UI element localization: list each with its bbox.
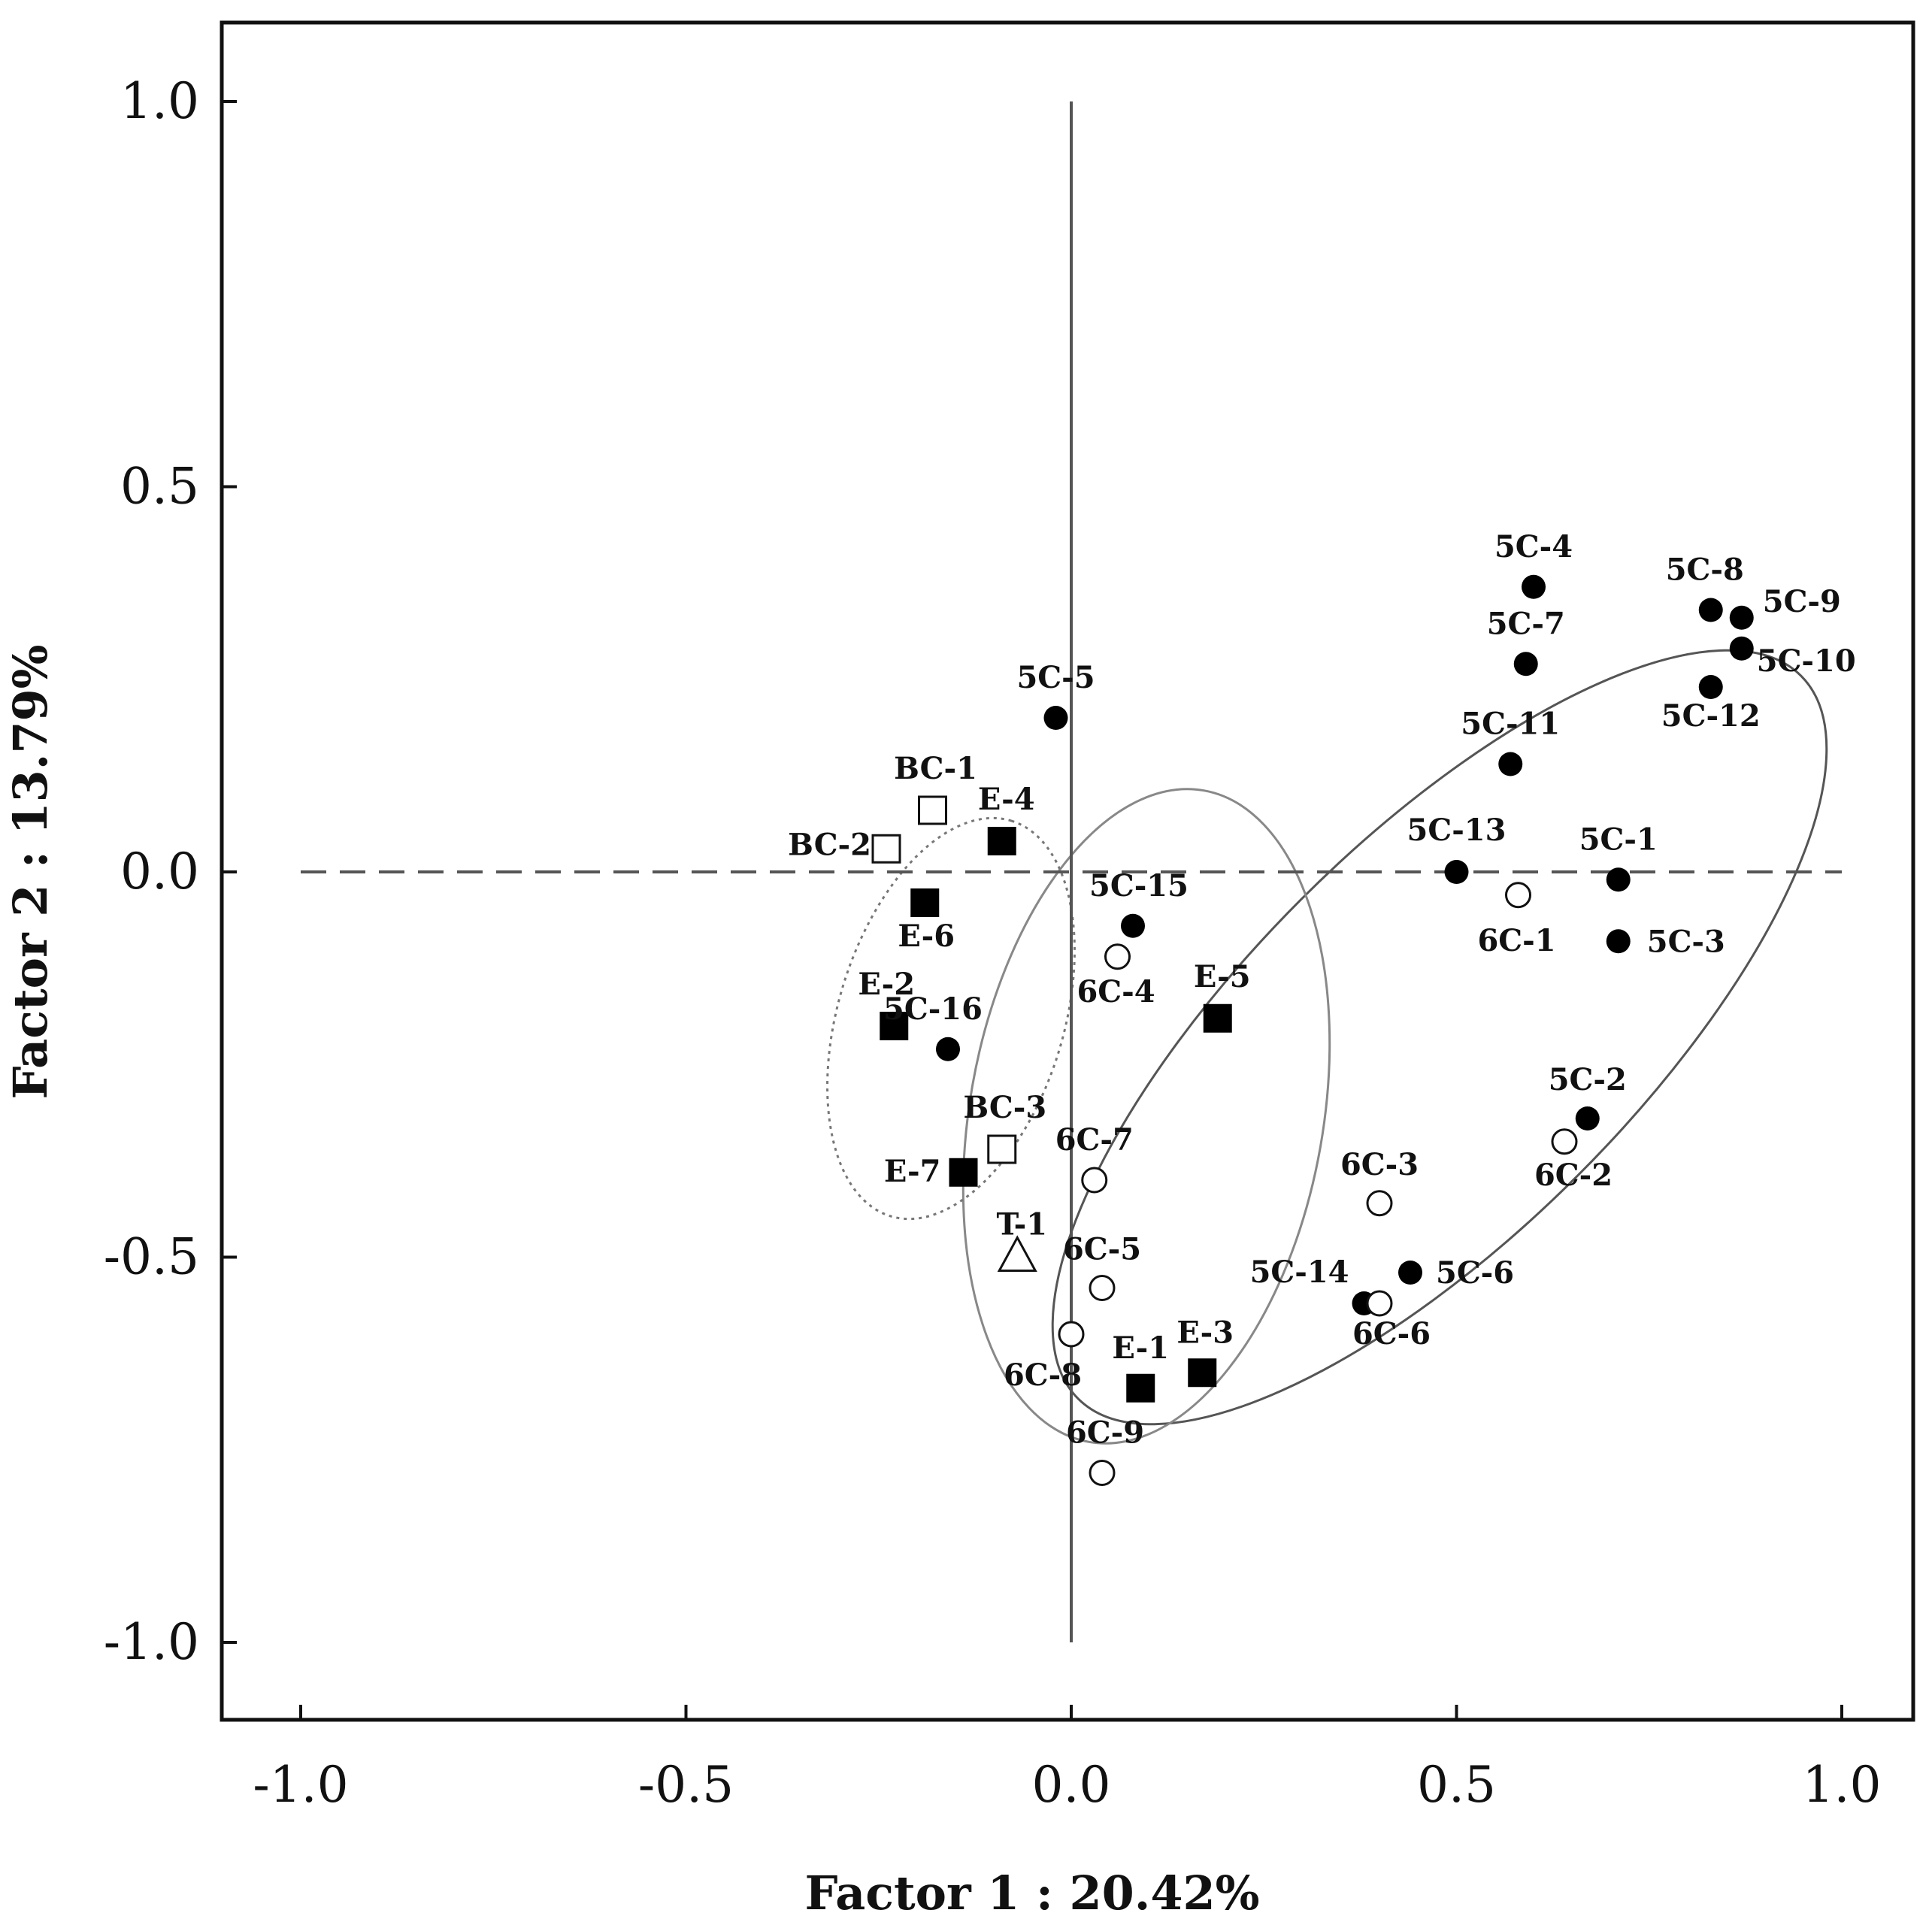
- point-label: BC-2: [788, 827, 871, 862]
- filled-circle-point: [1498, 752, 1523, 776]
- y-tick-label: -1.0: [104, 1613, 199, 1671]
- point-label: 5C-1: [1579, 822, 1658, 857]
- point-label: 5C-12: [1661, 698, 1761, 734]
- filled-circle-point: [936, 1037, 960, 1061]
- open-square-point: [871, 834, 901, 864]
- open-circle-point: [1551, 1128, 1578, 1155]
- point-label: 6C-2: [1534, 1158, 1613, 1193]
- ellipse-e: [961, 788, 1331, 1445]
- point-label: 6C-6: [1352, 1316, 1431, 1351]
- filled-square-point: [880, 1012, 909, 1040]
- point-label: 6C-7: [1055, 1122, 1134, 1158]
- ellipse-bc: [826, 816, 1076, 1221]
- point-label: 5C-14: [1250, 1255, 1349, 1290]
- filled-square-point: [949, 1158, 978, 1187]
- filled-circle-point: [1513, 652, 1538, 676]
- x-tick-label: -0.5: [638, 1756, 734, 1814]
- point-label: 5C-3: [1647, 924, 1725, 959]
- data-labels: 5C-1 5C-2 5C-3 5C-4 5C-5 5C-6 5C-7 5C-8 5C-9 5C-1…: [788, 529, 1856, 1451]
- open-circle-point: [1505, 882, 1531, 909]
- filled-circle-point: [1698, 598, 1723, 622]
- y-tick-label: 0.5: [120, 458, 199, 516]
- filled-circle-point: [1729, 636, 1754, 661]
- filled-circle-point: [1522, 574, 1546, 599]
- point-label: 6C-3: [1340, 1147, 1419, 1182]
- open-circle-point: [1366, 1190, 1393, 1217]
- y-axis-title: Factor 2 : 13.79%: [3, 644, 58, 1099]
- point-label: 5C-4: [1494, 529, 1573, 564]
- filled-square-point: [1188, 1358, 1217, 1388]
- point-label: E-5: [1194, 959, 1251, 994]
- point-label: 6C-8: [1004, 1357, 1082, 1393]
- x-axis: -1.0 -0.5 0.0 0.5 1.0: [253, 1705, 1881, 1814]
- filled-circle-point: [1444, 860, 1469, 884]
- open-triangle-point: [997, 1235, 1037, 1272]
- y-axis: 1.0 0.5 0.0 -0.5 -1.0: [104, 72, 237, 1671]
- point-label: 5C-15: [1089, 868, 1189, 903]
- point-label: 5C-6: [1436, 1255, 1514, 1291]
- open-circle-point: [1089, 1275, 1116, 1301]
- open-circle-point: [1104, 943, 1131, 970]
- point-label: E-1: [1112, 1330, 1169, 1366]
- filled-circle-point: [1043, 706, 1068, 730]
- filled-circle-point: [1575, 1106, 1600, 1130]
- filled-circle-point: [1606, 929, 1631, 954]
- point-label: 5C-13: [1407, 813, 1507, 848]
- point-label: 6C-9: [1066, 1415, 1144, 1451]
- point-label: E-7: [884, 1154, 941, 1189]
- x-tick-label: -1.0: [253, 1756, 348, 1814]
- point-label: 5C-16: [883, 991, 983, 1027]
- open-circle-point: [1089, 1460, 1116, 1486]
- point-label: 5C-11: [1461, 707, 1560, 742]
- open-square-point: [918, 795, 947, 825]
- reference-lines: [301, 101, 1842, 1642]
- y-tick-label: 0.0: [120, 843, 199, 900]
- y-tick-label: -0.5: [104, 1228, 199, 1286]
- filled-square-point: [1203, 1003, 1232, 1033]
- point-label: BC-1: [894, 751, 977, 786]
- open-square-point: [987, 1134, 1017, 1164]
- ellipse-5c-6c: [1051, 649, 1828, 1426]
- filled-square-point: [910, 888, 940, 917]
- y-tick-label: 1.0: [120, 72, 199, 130]
- data-points: [871, 574, 1754, 1486]
- point-label: E-2: [858, 967, 915, 1002]
- point-label: 6C-1: [1477, 923, 1555, 958]
- filled-circle-point: [1398, 1261, 1422, 1285]
- point-label: E-4: [978, 782, 1035, 817]
- x-axis-title: Factor 1 : 20.42%: [804, 1866, 1259, 1920]
- filled-square-point: [987, 827, 1016, 855]
- open-circle-point: [1058, 1321, 1085, 1348]
- point-label: 5C-7: [1487, 606, 1565, 641]
- open-circle-point: [1081, 1167, 1108, 1194]
- open-circle-point: [1366, 1290, 1393, 1317]
- point-label: E-3: [1176, 1315, 1234, 1350]
- filled-square-point: [1126, 1373, 1155, 1403]
- filled-circle-point: [1121, 913, 1145, 938]
- cluster-ellipses: [826, 649, 1828, 1445]
- point-label: 6C-4: [1077, 974, 1155, 1009]
- point-label: 5C-10: [1757, 643, 1856, 679]
- point-label: T-1: [996, 1207, 1047, 1242]
- point-label: 5C-2: [1549, 1062, 1627, 1097]
- point-label: 5C-9: [1763, 584, 1841, 619]
- filled-circle-point: [1606, 867, 1631, 892]
- filled-circle-point: [1729, 605, 1754, 630]
- point-label: 5C-5: [1016, 660, 1095, 695]
- x-tick-label: 0.0: [1032, 1756, 1111, 1814]
- x-tick-label: 1.0: [1803, 1756, 1882, 1814]
- point-label: 5C-8: [1666, 552, 1744, 588]
- filled-circle-point: [1698, 675, 1723, 699]
- x-tick-label: 0.5: [1417, 1756, 1496, 1814]
- point-label: E-6: [898, 919, 955, 954]
- point-label: 6C-5: [1063, 1232, 1141, 1267]
- point-label: BC-3: [963, 1090, 1046, 1125]
